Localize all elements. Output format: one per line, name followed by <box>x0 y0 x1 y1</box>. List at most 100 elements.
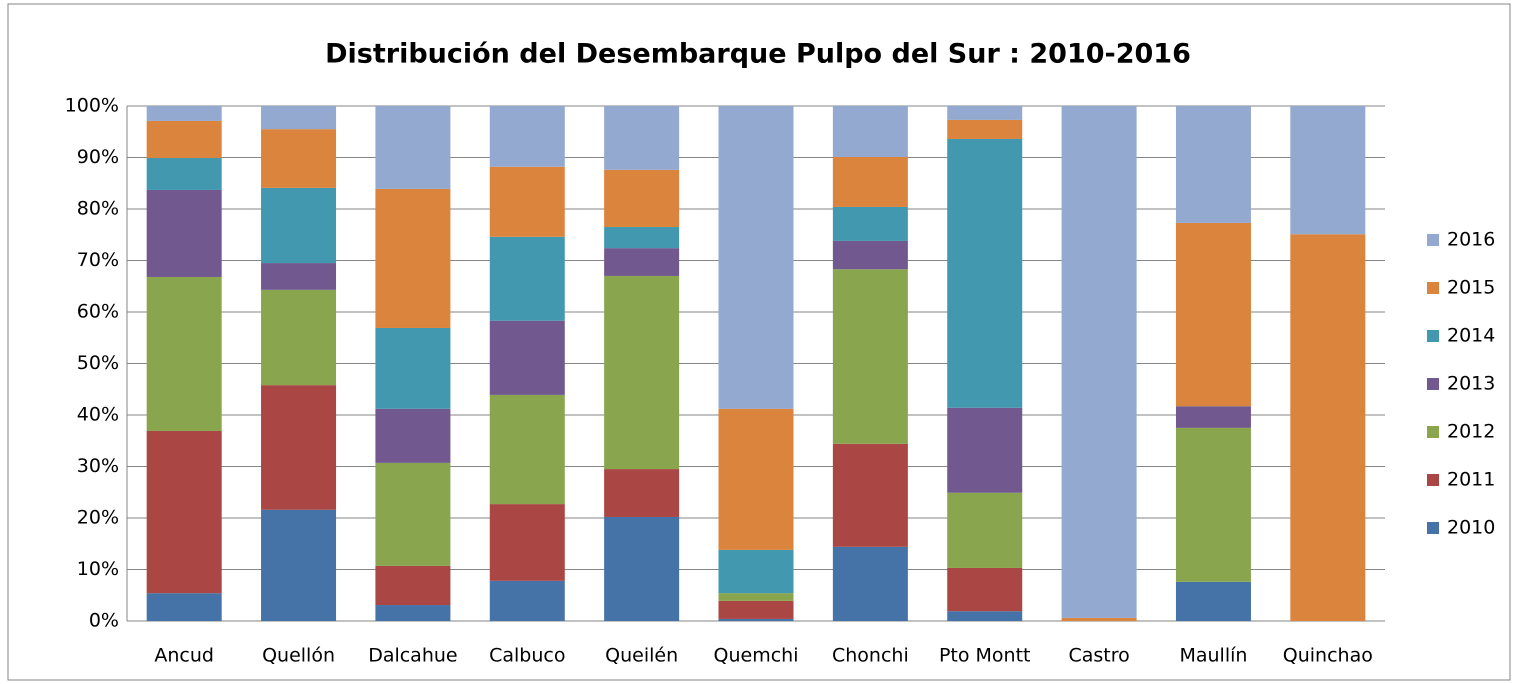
bar-segment <box>375 408 451 463</box>
bar-segment <box>261 187 337 264</box>
legend-label: 2012 <box>1447 421 1495 443</box>
bar-segment <box>1061 617 1137 621</box>
bar-segment <box>1175 427 1251 582</box>
x-tick-label: Chonchi <box>832 645 909 667</box>
y-tick-label: 90% <box>77 146 119 168</box>
bar-segment <box>604 248 680 276</box>
legend-swatch <box>1427 282 1439 294</box>
x-tick-label: Castro <box>1068 645 1129 667</box>
y-tick-label: 20% <box>77 507 119 529</box>
legend-swatch <box>1427 378 1439 390</box>
legend-swatch <box>1427 474 1439 486</box>
bar-segment <box>1290 234 1366 622</box>
bar-segment <box>261 263 337 290</box>
bar-segment <box>718 600 794 619</box>
legend-swatch <box>1427 234 1439 246</box>
x-tick-label: Quemchi <box>714 645 799 667</box>
bar-segment <box>947 611 1023 621</box>
bar-segment <box>832 546 908 621</box>
bar-segment <box>604 106 680 170</box>
bar-segment <box>261 106 337 130</box>
bar-segment <box>261 509 337 621</box>
legend-swatch <box>1427 522 1439 534</box>
bar-segment <box>375 327 451 409</box>
bar-segment <box>718 618 794 621</box>
x-tick-label: Queilén <box>605 645 678 667</box>
bar-segment <box>489 580 565 621</box>
bar-segment <box>1175 581 1251 621</box>
bar-segment <box>489 394 565 505</box>
y-tick-label: 60% <box>77 301 119 323</box>
bar-segment <box>832 269 908 444</box>
bar-segment <box>146 593 222 621</box>
bar-segment <box>1175 106 1251 223</box>
bar-segment <box>146 106 222 121</box>
bar-segment <box>489 236 565 321</box>
x-tick-label: Pto Montt <box>939 645 1031 667</box>
bar-segment <box>832 106 908 157</box>
bar-segment <box>604 516 680 621</box>
bar-segment <box>604 227 680 249</box>
bar-segment <box>489 504 565 581</box>
bar-segment <box>832 240 908 270</box>
bar-segment <box>375 188 451 328</box>
bar-segment <box>261 289 337 386</box>
bar-segment <box>947 106 1023 120</box>
legend-label: 2010 <box>1447 517 1495 539</box>
bar-segment <box>832 206 908 241</box>
bar-segment <box>718 593 794 601</box>
bar-segment <box>146 120 222 159</box>
x-tick-label: Quellón <box>262 645 335 667</box>
bar-segment <box>947 119 1023 139</box>
y-tick-label: 10% <box>77 558 119 580</box>
chart-title: Distribución del Desembarque Pulpo del S… <box>325 39 1191 70</box>
y-tick-label: 70% <box>77 249 119 271</box>
bar-segment <box>489 106 565 167</box>
y-tick-label: 30% <box>77 455 119 477</box>
bar-segment <box>146 158 222 190</box>
y-tick-label: 50% <box>77 352 119 374</box>
x-tick-label: Maullín <box>1179 645 1247 667</box>
bar-segment <box>146 430 222 594</box>
legend-swatch <box>1427 330 1439 342</box>
y-tick-label: 100% <box>65 95 119 117</box>
bar-segment <box>489 320 565 395</box>
bar-segment <box>718 549 794 594</box>
bar-segment <box>947 407 1023 493</box>
bar-segment <box>947 138 1023 408</box>
legend-label: 2014 <box>1447 325 1495 347</box>
bar-segment <box>947 567 1023 612</box>
bar-segment <box>146 189 222 277</box>
bar-segment <box>146 276 222 431</box>
bar-segment <box>604 169 680 228</box>
y-tick-label: 40% <box>77 404 119 426</box>
bar-segment <box>604 275 680 470</box>
y-tick-label: 80% <box>77 198 119 220</box>
bar-segment <box>375 605 451 621</box>
bar-segment <box>1175 406 1251 428</box>
bar-segment <box>718 106 794 409</box>
x-tick-label: Calbuco <box>489 645 565 667</box>
bar-segment <box>947 492 1023 568</box>
bar-segment <box>375 106 451 189</box>
x-tick-label: Quinchao <box>1283 645 1373 667</box>
bar-segment <box>1290 106 1366 235</box>
bar-segment <box>261 129 337 188</box>
bar-segment <box>375 462 451 566</box>
x-tick-label: Dalcahue <box>368 645 457 667</box>
bar-segment <box>832 156 908 207</box>
bar-segment <box>718 408 794 550</box>
legend-label: 2011 <box>1447 469 1495 491</box>
legend-label: 2015 <box>1447 277 1495 299</box>
x-tick-label: Ancud <box>154 645 214 667</box>
legend-swatch <box>1427 426 1439 438</box>
bar-segment <box>375 565 451 606</box>
bar-segment <box>1061 106 1137 618</box>
bar-segment <box>604 469 680 517</box>
bar-segment <box>489 166 565 237</box>
bar-segment <box>832 443 908 547</box>
legend-label: 2016 <box>1447 229 1495 251</box>
bar-segment <box>261 385 337 510</box>
legend-label: 2013 <box>1447 373 1495 395</box>
